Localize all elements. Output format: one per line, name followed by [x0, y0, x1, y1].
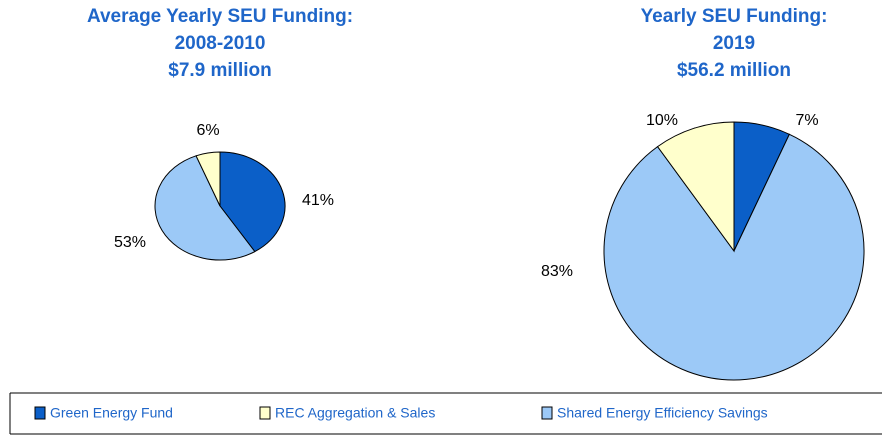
data-label: 41%: [302, 192, 334, 209]
pie-slice: [603, 133, 865, 381]
data-label: 10%: [646, 112, 678, 129]
legend-label: REC Aggregation & Sales: [275, 405, 435, 421]
legend-swatch: [34, 406, 46, 420]
legend-swatch: [541, 406, 553, 420]
legend-swatch: [259, 406, 271, 420]
data-label: 83%: [541, 263, 573, 280]
chart-title: 2019: [713, 33, 755, 54]
chart-title: 2008-2010: [175, 33, 266, 54]
legend-label: Shared Energy Efficiency Savings: [557, 405, 768, 421]
data-label: 7%: [795, 112, 818, 129]
chart-title: $7.9 million: [168, 60, 271, 81]
chart-title: Average Yearly SEU Funding:: [87, 6, 353, 27]
pie-slice: [656, 121, 735, 253]
legend-label: Green Energy Fund: [50, 405, 173, 421]
chart-title: Yearly SEU Funding:: [641, 6, 828, 27]
data-label: 53%: [114, 234, 146, 251]
pie-slice: [195, 151, 221, 207]
pie-slice: [154, 155, 256, 261]
data-label: 6%: [196, 122, 219, 139]
chart-title: $56.2 million: [677, 60, 791, 81]
